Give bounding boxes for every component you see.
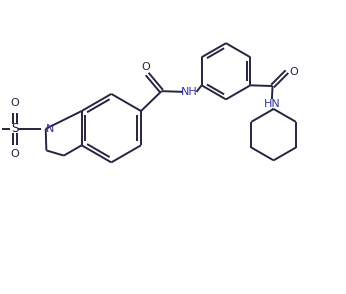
Text: O: O xyxy=(10,98,19,108)
Text: S: S xyxy=(11,122,19,135)
Text: N: N xyxy=(46,124,54,134)
Text: O: O xyxy=(290,67,298,77)
Text: O: O xyxy=(141,62,150,72)
Text: NH: NH xyxy=(181,87,198,97)
Text: HN: HN xyxy=(264,99,280,109)
Text: O: O xyxy=(10,149,19,159)
